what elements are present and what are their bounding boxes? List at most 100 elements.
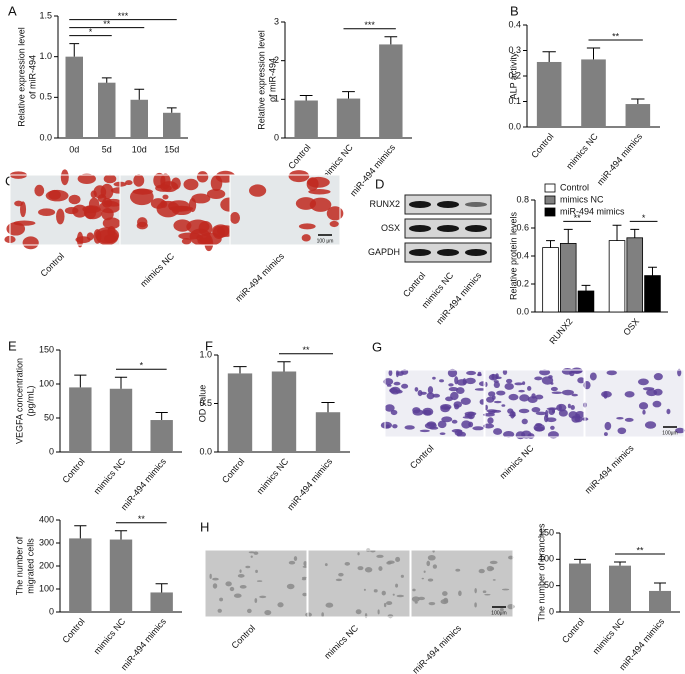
panel-letter: F	[205, 338, 213, 353]
x-tick-label: Control	[60, 616, 86, 645]
micrograph-feature	[571, 393, 578, 397]
micrograph-feature	[418, 596, 425, 601]
y-tick-label: 3	[274, 16, 279, 26]
image-label: mimics NC	[498, 443, 536, 481]
micrograph-feature	[48, 189, 61, 200]
micrograph-feature	[212, 577, 219, 581]
legend-label: mimics NC	[560, 194, 604, 204]
micrograph-feature	[100, 183, 114, 200]
micrograph-frame	[307, 549, 411, 618]
micrograph-feature	[551, 391, 563, 395]
micrograph-feature	[589, 372, 597, 381]
micrograph-feature	[239, 569, 242, 573]
significance-label: **	[138, 514, 146, 524]
micrograph-feature	[464, 411, 477, 416]
blot-row-label: GAPDH	[368, 247, 400, 257]
micrograph-feature	[277, 602, 284, 608]
x-tick-label: miR-494 mimics	[348, 142, 397, 198]
micrograph-feature	[477, 373, 482, 377]
micrograph-feature	[424, 422, 437, 429]
micrograph-feature	[442, 591, 448, 597]
micrograph-feature	[229, 212, 241, 224]
micrograph-feature	[642, 409, 646, 415]
micrograph-feature	[534, 376, 543, 381]
y-tick-label: 1.0	[199, 349, 212, 359]
micrograph-feature	[556, 403, 567, 412]
x-tick-label: miR-494 mimics	[119, 616, 168, 672]
micrograph-feature	[483, 423, 495, 429]
y-axis-label: of miR-494	[27, 55, 37, 99]
y-tick-label: 0	[549, 606, 554, 616]
micrograph-feature	[308, 189, 331, 195]
micrograph-feature	[411, 596, 420, 602]
micrograph-feature	[499, 608, 504, 612]
y-tick-label: 0	[274, 132, 279, 142]
y-tick-label: 100	[539, 554, 554, 564]
micrograph-feature	[426, 392, 435, 400]
micrograph-feature	[447, 368, 458, 378]
x-tick-label: mimics NC	[92, 456, 128, 496]
bar	[559, 242, 577, 313]
bar	[163, 112, 181, 138]
micrograph-feature	[412, 588, 416, 592]
x-tick-label: 15d	[164, 144, 179, 154]
micrograph-feature	[76, 231, 84, 248]
micrograph-feature	[616, 417, 624, 420]
error-bar	[546, 240, 555, 248]
scale-bar-label: 100μm	[662, 430, 677, 436]
micrograph	[585, 370, 684, 437]
micrograph-feature	[381, 590, 386, 596]
bar	[69, 387, 92, 452]
micrograph-feature	[601, 390, 612, 398]
micrograph-frame	[204, 549, 308, 618]
x-tick-label: OSX	[621, 316, 641, 337]
bar	[581, 59, 606, 127]
micrograph-feature	[88, 197, 100, 212]
micrograph-feature	[250, 555, 253, 558]
micrograph-feature	[465, 377, 476, 385]
micrograph-feature	[550, 382, 554, 385]
micrograph-feature	[387, 560, 395, 564]
micrograph-feature	[427, 386, 434, 394]
micrograph-feature	[637, 378, 649, 386]
panel-letter: G	[372, 339, 382, 354]
y-tick-label: 1	[274, 94, 279, 104]
panel-letter: H	[200, 519, 209, 534]
micrograph-feature	[363, 588, 366, 591]
error-bar	[648, 266, 657, 276]
micrograph-feature	[426, 560, 431, 567]
micrograph-feature	[482, 590, 487, 594]
x-tick-label: Control	[220, 456, 246, 485]
x-tick-label: mimics NC	[564, 131, 600, 171]
micrograph-feature	[561, 389, 574, 396]
significance-label: **	[612, 31, 620, 41]
micrograph-feature	[246, 608, 252, 614]
micrograph-frame	[410, 549, 514, 618]
micrograph-feature	[428, 601, 436, 606]
x-tick-label: Control	[560, 616, 586, 645]
micrograph-feature	[531, 393, 536, 399]
micrograph-feature	[249, 184, 267, 197]
blot-band	[465, 202, 487, 207]
micrograph-feature	[508, 555, 514, 560]
micrograph-feature	[357, 566, 364, 571]
micrograph-feature	[253, 551, 259, 555]
micrograph-feature	[212, 226, 225, 240]
bar	[644, 275, 661, 313]
micrograph-feature	[454, 429, 463, 436]
legend-swatch	[544, 207, 556, 217]
micrograph-feature	[646, 389, 658, 397]
micrograph-feature	[439, 379, 444, 383]
micrograph-feature	[389, 388, 398, 393]
y-tick-label: 300	[39, 537, 54, 547]
micrograph-feature	[652, 400, 662, 408]
micrograph-feature	[60, 169, 69, 186]
y-axis-label: of miR-494	[267, 58, 277, 102]
micrograph-feature	[34, 184, 45, 197]
error-bar	[101, 77, 112, 83]
micrograph-feature	[448, 383, 454, 387]
significance-label: **	[636, 545, 644, 555]
micrograph-feature	[237, 573, 245, 578]
micrograph-feature	[468, 421, 474, 428]
blot-band	[409, 201, 431, 208]
